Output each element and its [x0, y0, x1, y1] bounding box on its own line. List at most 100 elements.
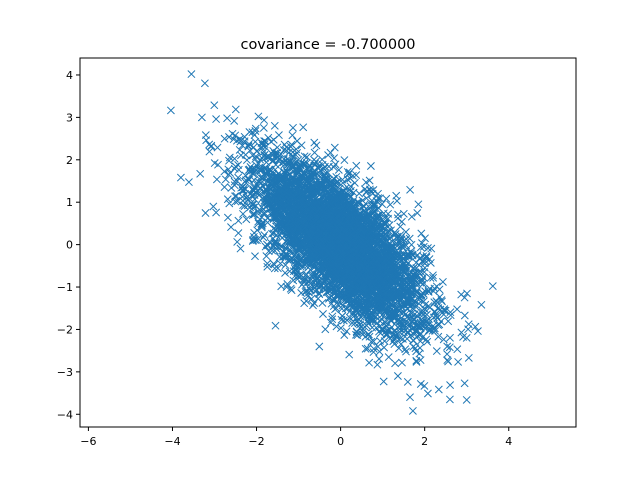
data-point [235, 145, 244, 154]
data-point [416, 253, 425, 262]
data-point [426, 273, 435, 282]
data-point [227, 183, 236, 192]
data-point [396, 231, 405, 240]
data-point [254, 219, 263, 228]
data-point [299, 173, 308, 182]
data-point [248, 211, 257, 220]
data-point [318, 259, 327, 268]
data-point [213, 143, 222, 152]
data-point [231, 162, 240, 171]
data-point [285, 177, 294, 186]
data-point [409, 270, 418, 279]
data-point [401, 280, 410, 289]
data-point [367, 267, 376, 276]
data-point [398, 243, 407, 252]
data-point [225, 199, 234, 208]
data-point [268, 156, 277, 165]
data-point [369, 231, 378, 240]
data-point [306, 175, 315, 184]
data-point [310, 253, 319, 261]
data-point [292, 169, 301, 178]
data-point [329, 264, 338, 272]
data-point [369, 344, 378, 353]
data-point [324, 235, 333, 243]
data-point [368, 285, 377, 294]
data-point [266, 172, 275, 181]
data-point [446, 333, 454, 342]
data-point [392, 332, 401, 341]
data-point [338, 175, 347, 184]
data-point [457, 328, 466, 337]
data-point [256, 176, 265, 185]
data-point [231, 131, 240, 140]
data-point [345, 350, 354, 359]
data-point [291, 233, 300, 242]
data-point [363, 344, 372, 353]
data-point [354, 199, 363, 208]
data-point [407, 330, 415, 339]
data-point [318, 237, 327, 246]
data-point [272, 205, 280, 214]
data-point [291, 150, 300, 159]
data-point [322, 214, 331, 223]
data-point [374, 222, 383, 231]
data-point [328, 243, 337, 252]
data-point [263, 190, 272, 199]
data-point [310, 148, 319, 157]
data-point [328, 315, 337, 324]
data-point [242, 176, 250, 185]
data-point [352, 161, 361, 170]
data-point [321, 325, 330, 334]
data-point [384, 209, 393, 218]
data-point [358, 327, 367, 336]
data-point [432, 311, 441, 320]
data-point [310, 263, 319, 272]
data-point [393, 196, 401, 205]
data-point [322, 193, 331, 202]
data-point [263, 259, 272, 268]
data-point [438, 277, 447, 286]
data-point [249, 200, 258, 209]
data-point [421, 300, 430, 309]
data-point [391, 359, 400, 368]
data-point [224, 170, 233, 179]
data-point [290, 176, 299, 185]
data-point [399, 209, 408, 218]
data-point [337, 226, 346, 234]
data-point [307, 294, 316, 303]
data-point [390, 228, 399, 237]
data-point [393, 214, 402, 223]
data-point [464, 320, 473, 329]
data-point [279, 158, 288, 167]
data-point [373, 360, 382, 369]
data-point [434, 304, 443, 313]
data-point [395, 322, 404, 330]
data-point [332, 172, 341, 181]
data-point [316, 264, 325, 273]
data-point [407, 212, 416, 221]
data-point [250, 210, 259, 219]
data-point [421, 256, 430, 265]
data-point [263, 262, 272, 271]
data-point [249, 143, 258, 152]
data-point [329, 287, 338, 296]
data-point [372, 283, 381, 292]
data-point [307, 183, 315, 192]
data-point [257, 163, 265, 172]
data-point [294, 271, 303, 280]
data-point [352, 330, 360, 339]
data-point [331, 259, 340, 268]
data-point [342, 327, 351, 336]
data-point [432, 282, 441, 291]
data-point [355, 189, 364, 198]
data-point [402, 295, 411, 304]
data-point [338, 178, 347, 187]
data-point [324, 221, 333, 230]
data-point [393, 234, 402, 243]
data-point [427, 244, 436, 253]
data-point [414, 299, 423, 308]
data-point [310, 299, 319, 307]
data-point [282, 146, 291, 155]
data-point [393, 372, 402, 380]
